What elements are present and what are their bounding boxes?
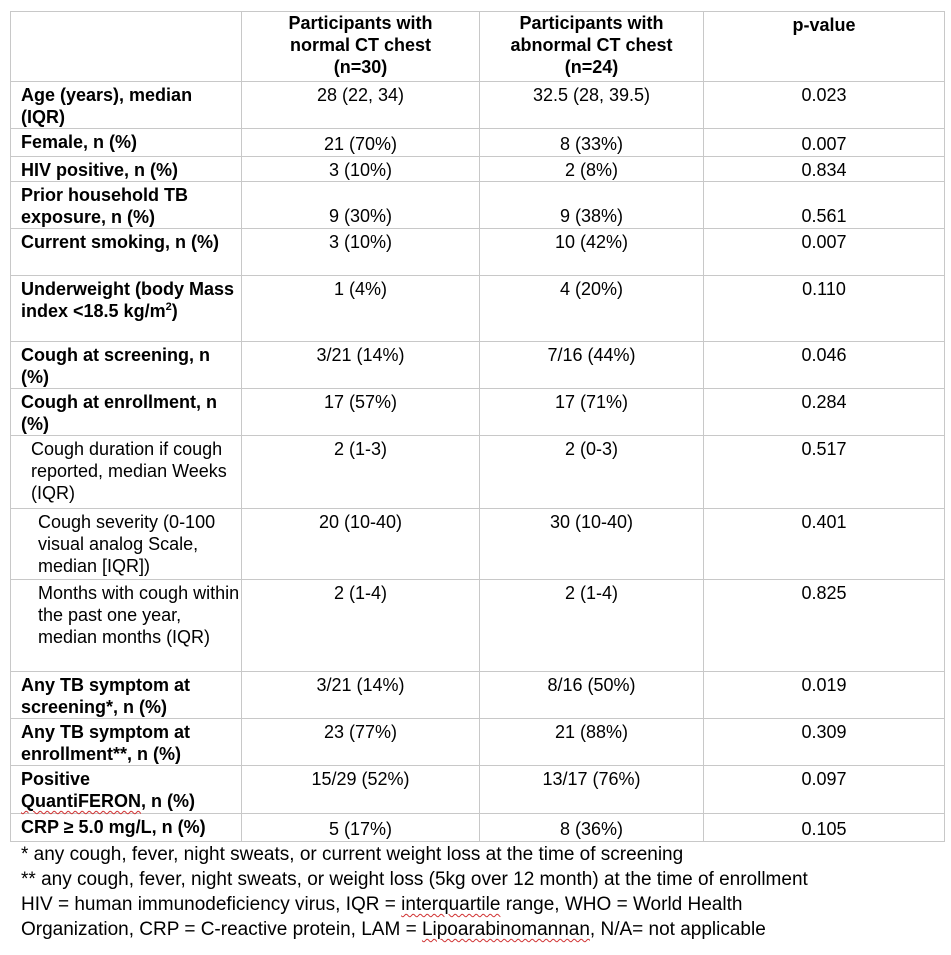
row-label: Cough duration if cough reported, median… xyxy=(10,435,242,509)
p-value: 0.561 xyxy=(703,181,945,229)
p-value: 0.023 xyxy=(703,81,945,129)
header-pvalue: p-value xyxy=(703,11,945,82)
row-label: Cough at screening, n (%) xyxy=(10,341,242,389)
normal-value: 3 (10%) xyxy=(241,156,480,182)
footnote-text: Organization, CRP = C-reactive protein, … xyxy=(21,919,422,940)
row-label-text: QuantiFERON xyxy=(21,791,141,811)
normal-value: 3 (10%) xyxy=(241,228,480,276)
normal-value: 2 (1-4) xyxy=(241,579,480,672)
row-label-text: , n (%) xyxy=(141,791,195,811)
table-row: Female, n (%) 21 (70%) 8 (33%) 0.007 xyxy=(10,128,945,157)
p-value: 0.834 xyxy=(703,156,945,182)
abnormal-value: 4 (20%) xyxy=(479,275,704,342)
row-label: Any TB symptom at screening*, n (%) xyxy=(10,671,242,719)
footnote-abbreviations-1: HIV = human immunodeficiency virus, IQR … xyxy=(21,892,808,917)
table-row: CRP ≥ 5.0 mg/L, n (%) 5 (17%) 8 (36%) 0.105 xyxy=(10,813,945,842)
abnormal-value: 2 (0-3) xyxy=(479,435,704,509)
abnormal-value: 2 (8%) xyxy=(479,156,704,182)
abnormal-value: 10 (42%) xyxy=(479,228,704,276)
row-label: HIV positive, n (%) xyxy=(10,156,242,182)
normal-value: 23 (77%) xyxy=(241,718,480,766)
abnormal-value: 30 (10-40) xyxy=(479,508,704,580)
abnormal-value: 2 (1-4) xyxy=(479,579,704,672)
row-label: Positive QuantiFERON, n (%) xyxy=(10,765,242,814)
abnormal-value: 8/16 (50%) xyxy=(479,671,704,719)
p-value: 0.019 xyxy=(703,671,945,719)
row-label: Age (years), median (IQR) xyxy=(10,81,242,129)
row-label: Prior household TB exposure, n (%) xyxy=(10,181,242,229)
table-row: Underweight (body Mass index <18.5 kg/m2… xyxy=(10,275,945,342)
abnormal-value: 8 (36%) xyxy=(479,813,704,842)
p-value: 0.284 xyxy=(703,388,945,436)
table-row: Cough at enrollment, n (%) 17 (57%) 17 (71… xyxy=(10,388,945,436)
footnote-text: , N/A= not applicable xyxy=(589,919,766,940)
superscript: 2 xyxy=(165,301,172,313)
row-label: Cough severity (0-100 visual analog Scal… xyxy=(10,508,242,580)
header-blank xyxy=(10,11,242,82)
normal-value: 1 (4%) xyxy=(241,275,480,342)
footnotes: * any cough, fever, night sweats, or cur… xyxy=(21,842,808,942)
row-label: Female, n (%) xyxy=(10,128,242,157)
table-row: HIV positive, n (%) 3 (10%) 2 (8%) 0.834 xyxy=(10,156,945,182)
row-label-end: ) xyxy=(171,301,178,321)
characteristics-table: Participants with normal CT chest (n=30)… xyxy=(10,11,945,842)
row-label: CRP ≥ 5.0 mg/L, n (%) xyxy=(10,813,242,842)
footnote-screening: * any cough, fever, night sweats, or cur… xyxy=(21,844,684,865)
normal-value: 21 (70%) xyxy=(241,128,480,157)
row-label-text: Positive xyxy=(21,769,91,789)
p-value: 0.007 xyxy=(703,228,945,276)
normal-value: 3/21 (14%) xyxy=(241,671,480,719)
table-row: Any TB symptom at screening*, n (%) 3/21 … xyxy=(10,671,945,719)
abnormal-value: 21 (88%) xyxy=(479,718,704,766)
abnormal-value: 8 (33%) xyxy=(479,128,704,157)
p-value: 0.007 xyxy=(703,128,945,157)
table-row: Cough at screening, n (%) 3/21 (14%) 7/16 … xyxy=(10,341,945,389)
row-label: Any TB symptom at enrollment**, n (%) xyxy=(10,718,242,766)
row-label: Underweight (body Mass index <18.5 kg/m2… xyxy=(10,275,242,342)
normal-value: 2 (1-3) xyxy=(241,435,480,509)
normal-value: 28 (22, 34) xyxy=(241,81,480,129)
abnormal-value: 9 (38%) xyxy=(479,181,704,229)
normal-value: 3/21 (14%) xyxy=(241,341,480,389)
table-row: Months with cough within the past one ye… xyxy=(10,579,945,672)
p-value: 0.517 xyxy=(703,435,945,509)
normal-value: 20 (10-40) xyxy=(241,508,480,580)
table-row: Positive QuantiFERON, n (%) 15/29 (52%) 13/… xyxy=(10,765,945,814)
table-row: Current smoking, n (%) 3 (10%) 10 (42%) 0.0… xyxy=(10,228,945,276)
row-label: Current smoking, n (%) xyxy=(10,228,242,276)
abnormal-value: 17 (71%) xyxy=(479,388,704,436)
normal-value: 17 (57%) xyxy=(241,388,480,436)
abnormal-value: 7/16 (44%) xyxy=(479,341,704,389)
abnormal-value: 32.5 (28, 39.5) xyxy=(479,81,704,129)
p-value: 0.105 xyxy=(703,813,945,842)
abnormal-value: 13/17 (76%) xyxy=(479,765,704,814)
normal-value: 9 (30%) xyxy=(241,181,480,229)
table-row: Any TB symptom at enrollment**, n (%) 23 … xyxy=(10,718,945,766)
footnote-text: range, WHO = World Health xyxy=(500,894,743,915)
table-row: Age (years), median (IQR) 28 (22, 34) 32.5… xyxy=(10,81,945,129)
table-row: Prior household TB exposure, n (%) 9 (30%… xyxy=(10,181,945,229)
p-value: 0.097 xyxy=(703,765,945,814)
table-row: Cough duration if cough reported, median… xyxy=(10,435,945,509)
row-label: Months with cough within the past one ye… xyxy=(10,579,242,672)
footnote-text: interquartile xyxy=(401,894,501,915)
normal-value: 5 (17%) xyxy=(241,813,480,842)
p-value: 0.110 xyxy=(703,275,945,342)
header-normal: Participants with normal CT chest (n=30) xyxy=(241,11,480,82)
footnote-enrollment: ** any cough, fever, night sweats, or we… xyxy=(21,869,808,890)
p-value: 0.309 xyxy=(703,718,945,766)
header-row: Participants with normal CT chest (n=30)… xyxy=(10,11,945,82)
footnote-text: HIV = human immunodeficiency virus, IQR … xyxy=(21,894,402,915)
p-value: 0.825 xyxy=(703,579,945,672)
footnote-text: Lipoarabinomannan xyxy=(421,919,590,940)
row-label-text: Underweight (body Mass index <18.5 kg/m xyxy=(21,279,235,321)
table-row: Cough severity (0-100 visual analog Scal… xyxy=(10,508,945,580)
header-abnormal: Participants with abnormal CT chest (n=2… xyxy=(479,11,704,82)
p-value: 0.401 xyxy=(703,508,945,580)
p-value: 0.046 xyxy=(703,341,945,389)
row-label: Cough at enrollment, n (%) xyxy=(10,388,242,436)
footnote-abbreviations-2: Organization, CRP = C-reactive protein, … xyxy=(21,917,808,942)
normal-value: 15/29 (52%) xyxy=(241,765,480,814)
